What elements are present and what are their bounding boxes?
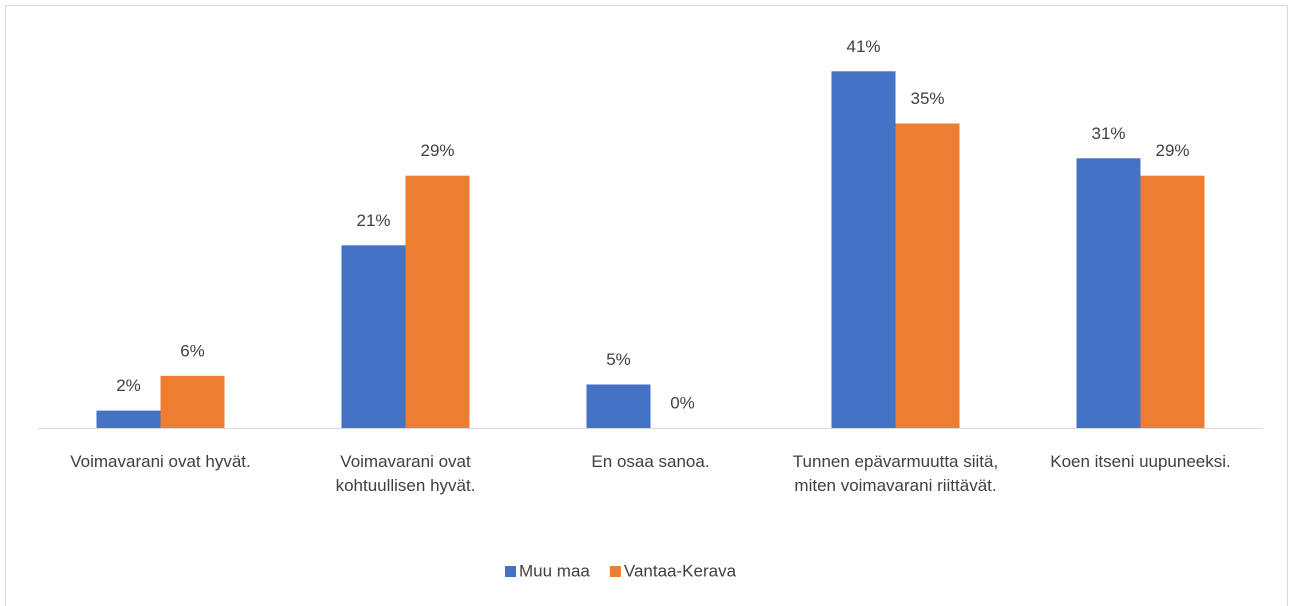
bar: [96, 410, 161, 428]
data-label: 6%: [180, 341, 205, 360]
x-tick-label: Voimavarani ovat hyvät.: [70, 452, 251, 471]
legend-label: Vantaa-Kerava: [624, 561, 737, 580]
data-label: 41%: [846, 37, 880, 56]
x-tick-label: En osaa sanoa.: [591, 452, 710, 471]
legend-swatch: [505, 566, 516, 577]
data-label: 5%: [606, 350, 631, 369]
data-label: 31%: [1091, 124, 1125, 143]
bar: [405, 175, 470, 428]
data-label: 21%: [356, 211, 390, 230]
bar: [831, 71, 896, 429]
x-tick-label: Tunnen epävarmuutta siitä, miten voimava…: [792, 452, 999, 495]
data-label: 0%: [670, 393, 695, 412]
data-label: 29%: [420, 141, 454, 160]
bar: [1140, 175, 1205, 428]
legend-swatch: [609, 566, 621, 577]
x-tick-label: Koen itseni uupuneeksi.: [1050, 452, 1231, 471]
legend-label: Muu maa: [519, 561, 590, 580]
bar: [895, 123, 960, 428]
x-tick-label: Voimavarani ovat kohtuullisen hyvät.: [335, 452, 476, 495]
data-label: 2%: [116, 376, 141, 395]
bar: [160, 375, 225, 428]
bar: [1076, 158, 1141, 429]
bar: [586, 384, 651, 428]
data-label: 35%: [910, 89, 944, 108]
data-label: 29%: [1155, 141, 1189, 160]
chart-frame: [5, 5, 1288, 606]
bar: [341, 245, 406, 428]
